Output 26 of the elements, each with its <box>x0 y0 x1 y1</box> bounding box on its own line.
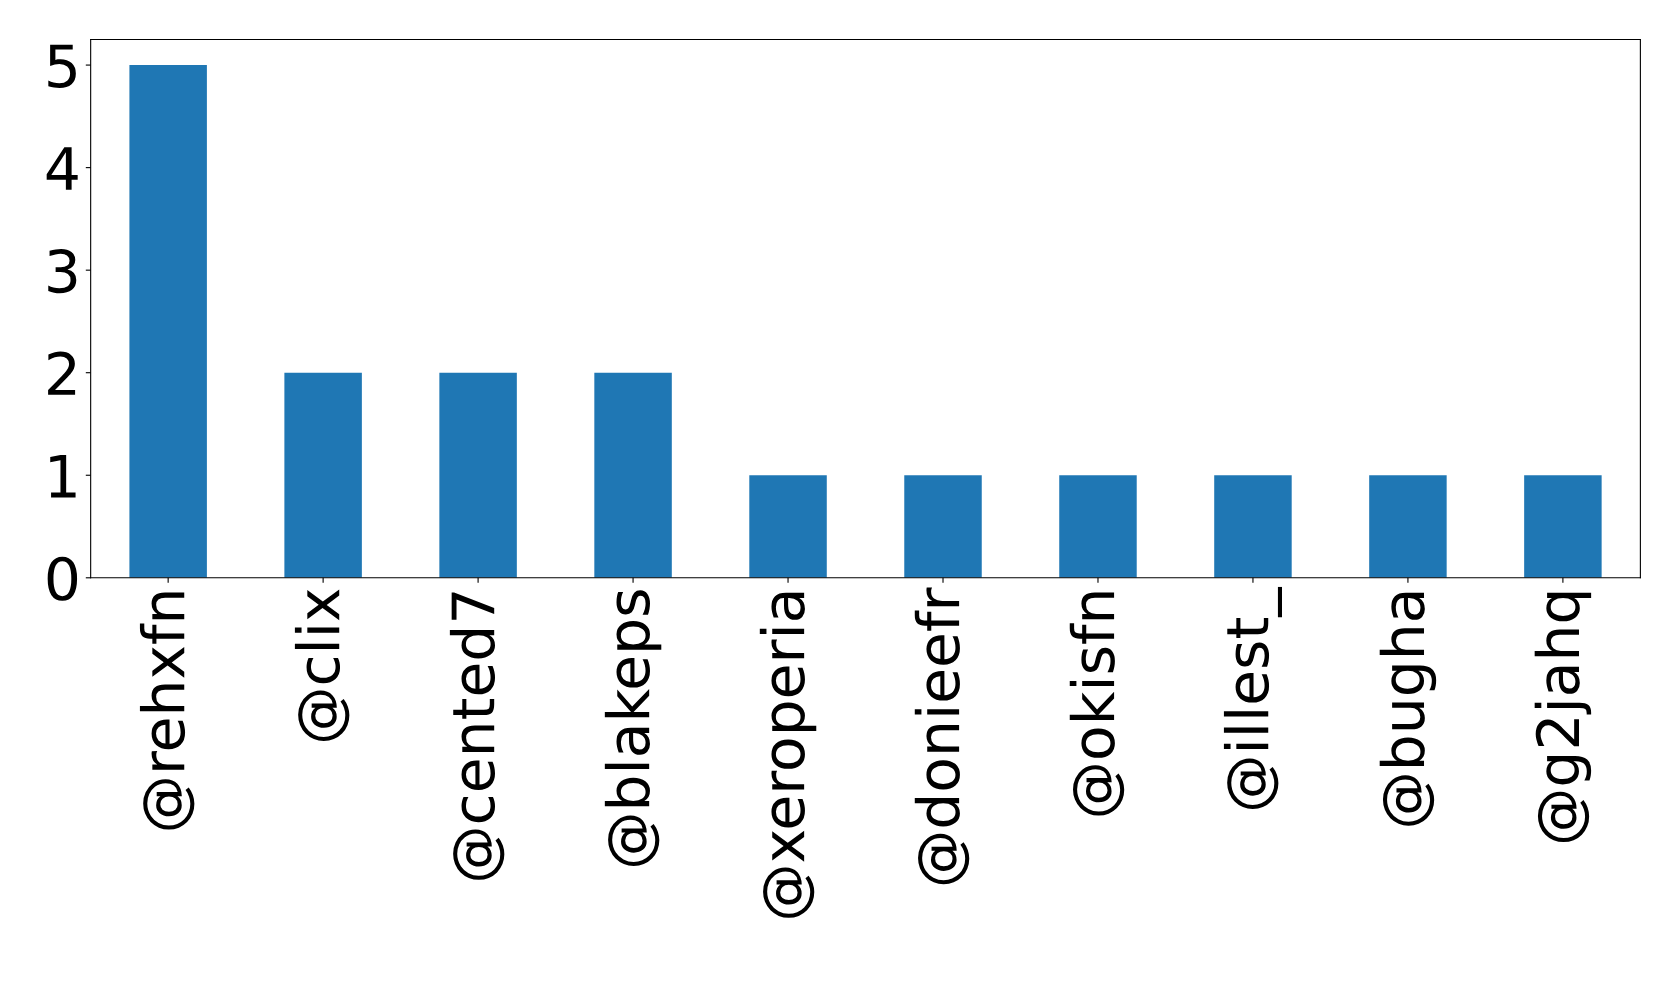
x-tick-label: @okisfn <box>1069 592 1125 816</box>
x-tick-label: @blakeps <box>604 590 662 866</box>
bar <box>439 372 517 578</box>
bar <box>1369 475 1447 578</box>
y-tick-label: 5 <box>48 44 76 89</box>
x-tick-label: @donieefr <box>914 587 970 885</box>
x-tick-label: @illest_ <box>1223 586 1282 809</box>
y-tick-label: 2 <box>48 351 76 395</box>
y-tick-label: 4 <box>46 147 78 190</box>
y-tick-label: 0 <box>47 556 78 601</box>
x-tick-label: @rehxfn <box>139 592 195 830</box>
bar <box>1214 475 1292 578</box>
bar <box>129 65 207 578</box>
bar <box>1524 475 1602 578</box>
x-tick-label: @xeroperia <box>759 592 817 918</box>
x-tick-label: @clix <box>294 589 350 742</box>
bar <box>904 475 982 578</box>
bar <box>749 475 827 578</box>
bar <box>284 372 362 578</box>
bar <box>1059 475 1137 578</box>
y-tick-label: 3 <box>48 249 77 294</box>
x-tick-label: @g2jahq <box>1534 592 1592 843</box>
x-tick-label: @cented7 <box>449 592 505 880</box>
x-tick-label: @bugha <box>1379 592 1437 826</box>
bar <box>594 372 672 578</box>
y-tick-label: 1 <box>50 454 76 498</box>
